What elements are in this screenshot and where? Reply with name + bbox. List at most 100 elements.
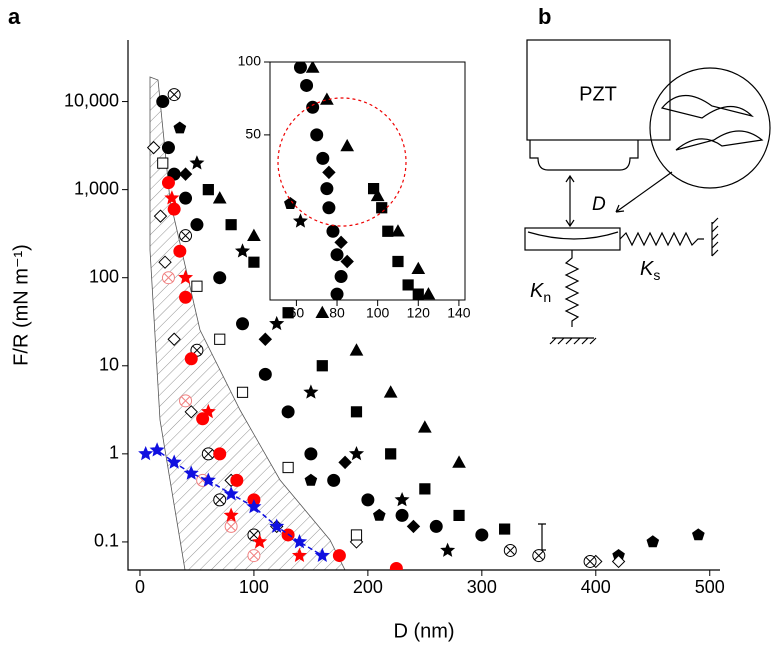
- point: [153, 209, 168, 223]
- point: [382, 225, 394, 237]
- point: [173, 244, 187, 258]
- highlight-circle: [277, 97, 407, 227]
- x-tick-label: 80: [329, 305, 345, 321]
- point: [281, 405, 295, 419]
- point: [167, 88, 181, 102]
- distance-label: D: [592, 194, 606, 215]
- y-tick-label: 1: [109, 443, 119, 463]
- point: [383, 385, 398, 398]
- x-tick-label: 300: [467, 577, 497, 597]
- point: [350, 406, 363, 418]
- panel-label: a: [8, 4, 21, 29]
- point: [191, 280, 203, 292]
- y-tick-label: 50: [245, 126, 261, 142]
- point: [179, 191, 193, 205]
- point: [310, 128, 324, 142]
- point: [389, 561, 403, 570]
- point: [252, 533, 268, 549]
- point: [247, 228, 261, 241]
- pzt-box: [526, 39, 671, 141]
- point: [314, 547, 330, 562]
- point: [611, 554, 626, 569]
- pointer: [615, 171, 673, 213]
- ks-sub: s: [653, 267, 660, 283]
- point: [316, 360, 328, 372]
- point: [373, 508, 386, 521]
- point: [201, 447, 215, 461]
- y-axis-label: F/R (mN m⁻¹): [10, 244, 32, 366]
- surface: [527, 231, 619, 240]
- point: [173, 121, 187, 134]
- point: [200, 472, 216, 487]
- x-tick-label: 120: [407, 305, 431, 321]
- point: [247, 528, 261, 542]
- point: [327, 473, 341, 487]
- series-layer: [284, 62, 436, 300]
- point: [156, 95, 170, 109]
- point: [202, 184, 214, 196]
- point: [224, 519, 238, 533]
- cylinders: [660, 94, 764, 151]
- point: [412, 288, 424, 300]
- point: [213, 493, 227, 507]
- point: [305, 62, 320, 73]
- point: [402, 279, 414, 291]
- point: [499, 523, 511, 535]
- point: [161, 271, 175, 285]
- point: [440, 542, 456, 557]
- point: [304, 473, 318, 486]
- point: [236, 386, 249, 398]
- spring-n: [564, 250, 580, 327]
- x-tick-label: 0: [135, 577, 145, 597]
- y-tick-label: 1,000: [74, 178, 119, 198]
- point: [179, 394, 193, 408]
- point: [395, 508, 409, 522]
- point: [167, 332, 181, 346]
- point: [179, 290, 193, 304]
- y-tick-label: 100: [89, 266, 119, 286]
- point: [385, 448, 397, 460]
- point: [475, 528, 489, 542]
- point: [348, 445, 365, 461]
- point: [269, 315, 285, 331]
- point: [330, 287, 344, 300]
- point: [167, 202, 181, 216]
- point: [392, 255, 404, 268]
- point: [269, 518, 285, 533]
- point: [189, 155, 205, 170]
- point: [213, 447, 227, 461]
- kn-sub: n: [543, 289, 551, 305]
- point: [158, 255, 172, 269]
- point: [200, 403, 216, 419]
- point: [304, 447, 318, 461]
- point: [316, 151, 330, 165]
- point: [300, 78, 314, 92]
- point: [303, 384, 319, 399]
- point: [306, 100, 320, 114]
- x-tick-label: 60: [289, 305, 305, 321]
- x-tick-label: 100: [366, 305, 390, 321]
- point: [503, 543, 517, 557]
- point: [258, 367, 272, 381]
- error-bar: [538, 523, 546, 551]
- point: [183, 465, 199, 480]
- point: [178, 167, 193, 181]
- series-layer: [138, 88, 705, 570]
- point: [164, 190, 180, 205]
- point: [236, 317, 250, 331]
- inset-plot: 60 80 100 120 140 50 100: [238, 53, 471, 321]
- point: [166, 454, 182, 469]
- point: [291, 547, 308, 562]
- point: [234, 243, 251, 258]
- point: [453, 509, 465, 522]
- x-tick-label: 400: [581, 577, 611, 597]
- point: [184, 405, 198, 419]
- point: [583, 554, 597, 568]
- point: [361, 493, 375, 507]
- main-plot: D (nm) F/R (mN m⁻¹) 0 100 200 300 400 500 0.1 1 10…: [10, 40, 725, 642]
- inset-frame: [269, 61, 466, 301]
- point: [322, 165, 336, 180]
- point: [419, 483, 431, 495]
- point: [282, 307, 294, 319]
